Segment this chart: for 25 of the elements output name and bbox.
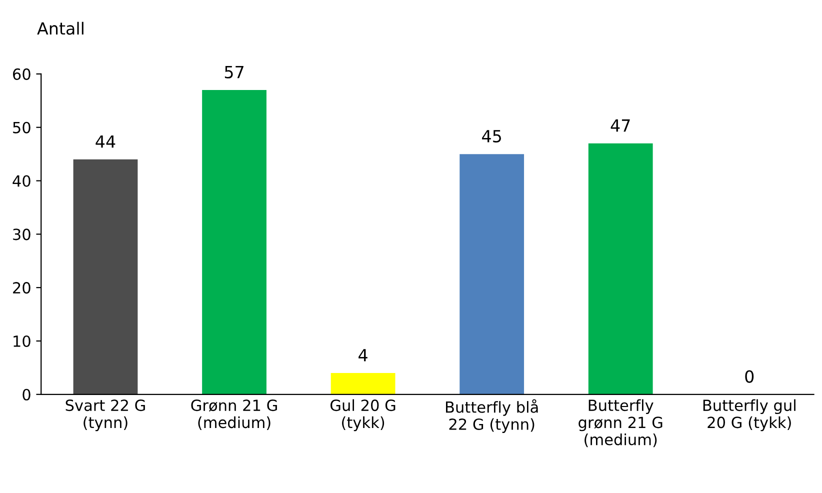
y-tick-label: 20 xyxy=(13,282,30,294)
bar xyxy=(202,90,266,394)
data-label: 0 xyxy=(745,370,754,383)
y-tick-label: 60 xyxy=(13,68,30,80)
y-axis-title: Antall xyxy=(37,22,84,35)
data-label: 4 xyxy=(358,349,368,362)
bar xyxy=(330,373,396,394)
data-label: 57 xyxy=(224,66,244,78)
x-tick-label: Butterfly blå 22 G (tynn) xyxy=(446,399,538,433)
data-label: 44 xyxy=(96,135,116,148)
y-tick-label: 0 xyxy=(22,388,30,400)
x-tick-label: Butterfly gul 20 G (tykk) xyxy=(703,399,796,432)
data-label: 47 xyxy=(610,119,630,132)
bar xyxy=(73,159,138,394)
y-tick-label: 40 xyxy=(12,175,30,187)
y-tick-label: 30 xyxy=(13,228,30,240)
x-tick-label: Grønn 21 G (medium) xyxy=(191,400,277,430)
x-tick-label: Svart 22 G (tynn) xyxy=(66,400,145,432)
bar xyxy=(460,154,524,394)
data-label: 45 xyxy=(482,130,501,142)
y-tick-label: 50 xyxy=(13,122,30,134)
x-tick-label: Gul 20 G (tykk) xyxy=(330,399,396,432)
bar xyxy=(588,143,653,394)
y-tick-label: 10 xyxy=(14,335,30,348)
x-tick-label: Butterfly grønn 21 G (medium) xyxy=(578,399,662,448)
